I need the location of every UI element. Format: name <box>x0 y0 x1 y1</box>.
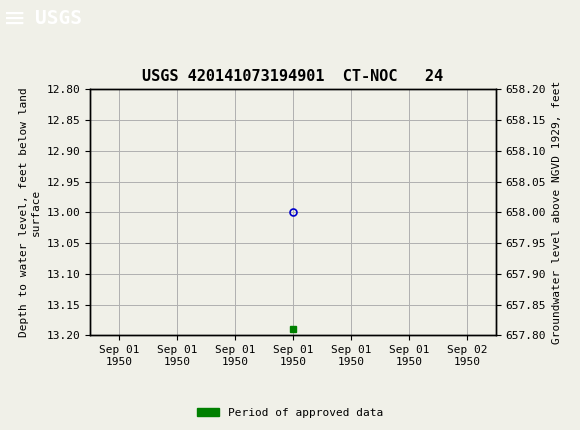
Y-axis label: Groundwater level above NGVD 1929, feet: Groundwater level above NGVD 1929, feet <box>552 81 561 344</box>
Y-axis label: Depth to water level, feet below land
surface: Depth to water level, feet below land su… <box>19 88 41 337</box>
Legend: Period of approved data: Period of approved data <box>193 403 387 422</box>
Title: USGS 420141073194901  CT-NOC   24: USGS 420141073194901 CT-NOC 24 <box>142 69 444 84</box>
Text: ≡: ≡ <box>3 5 26 33</box>
Text: USGS: USGS <box>35 9 82 28</box>
